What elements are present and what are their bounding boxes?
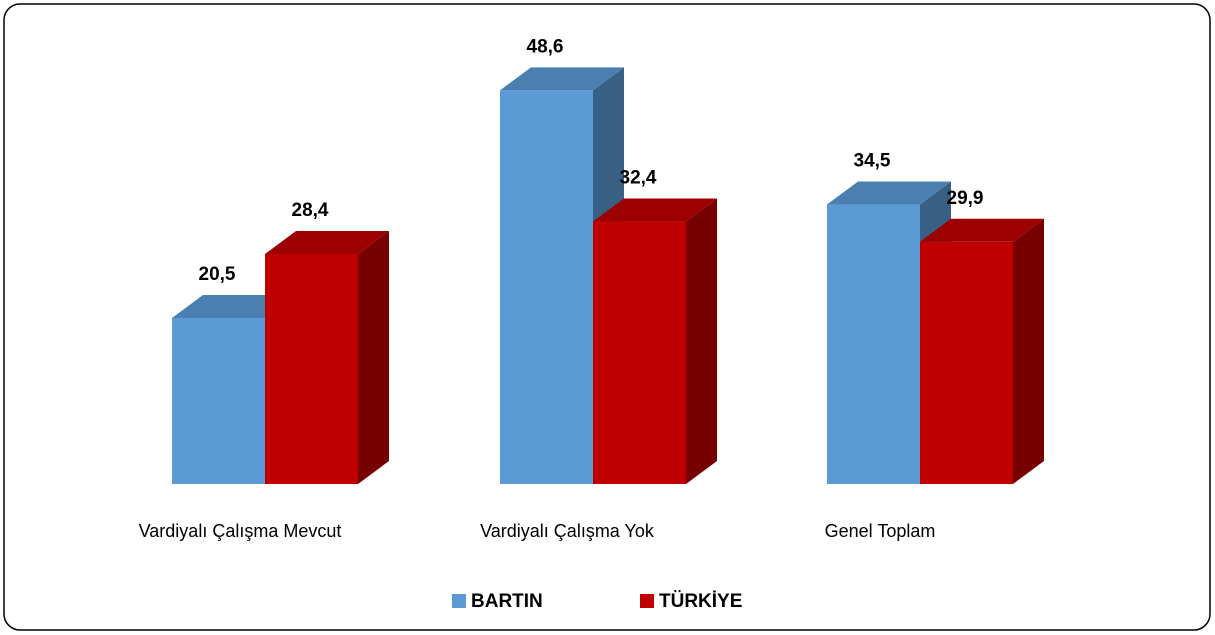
bar <box>172 317 265 484</box>
data-label: 32,4 <box>620 168 657 189</box>
x-tick-label: Vardiyalı Çalışma Mevcut <box>139 521 342 541</box>
bar <box>593 221 686 484</box>
bar <box>827 204 920 485</box>
x-tick-label: Vardiyalı Çalışma Yok <box>480 521 655 541</box>
bar-side <box>358 230 389 484</box>
data-label: 29,9 <box>947 188 984 209</box>
bar <box>920 241 1013 484</box>
legend-swatch <box>640 594 654 608</box>
bar <box>265 253 358 484</box>
legend-swatch <box>452 594 466 608</box>
legend-label: BARTIN <box>471 591 543 612</box>
bar-top <box>265 230 389 254</box>
bar-top <box>920 218 1044 242</box>
data-label: 20,5 <box>199 264 236 285</box>
bar-side <box>686 198 717 484</box>
data-label: 48,6 <box>527 36 564 57</box>
data-label: 34,5 <box>854 151 891 172</box>
bar-top <box>593 198 717 222</box>
bar-side <box>1013 218 1044 484</box>
data-label: 28,4 <box>292 200 329 221</box>
x-tick-label: Genel Toplam <box>825 521 936 541</box>
bar-top <box>827 181 951 205</box>
legend-label: TÜRKİYE <box>659 591 742 612</box>
bar <box>500 90 593 484</box>
bar-top <box>500 67 624 91</box>
